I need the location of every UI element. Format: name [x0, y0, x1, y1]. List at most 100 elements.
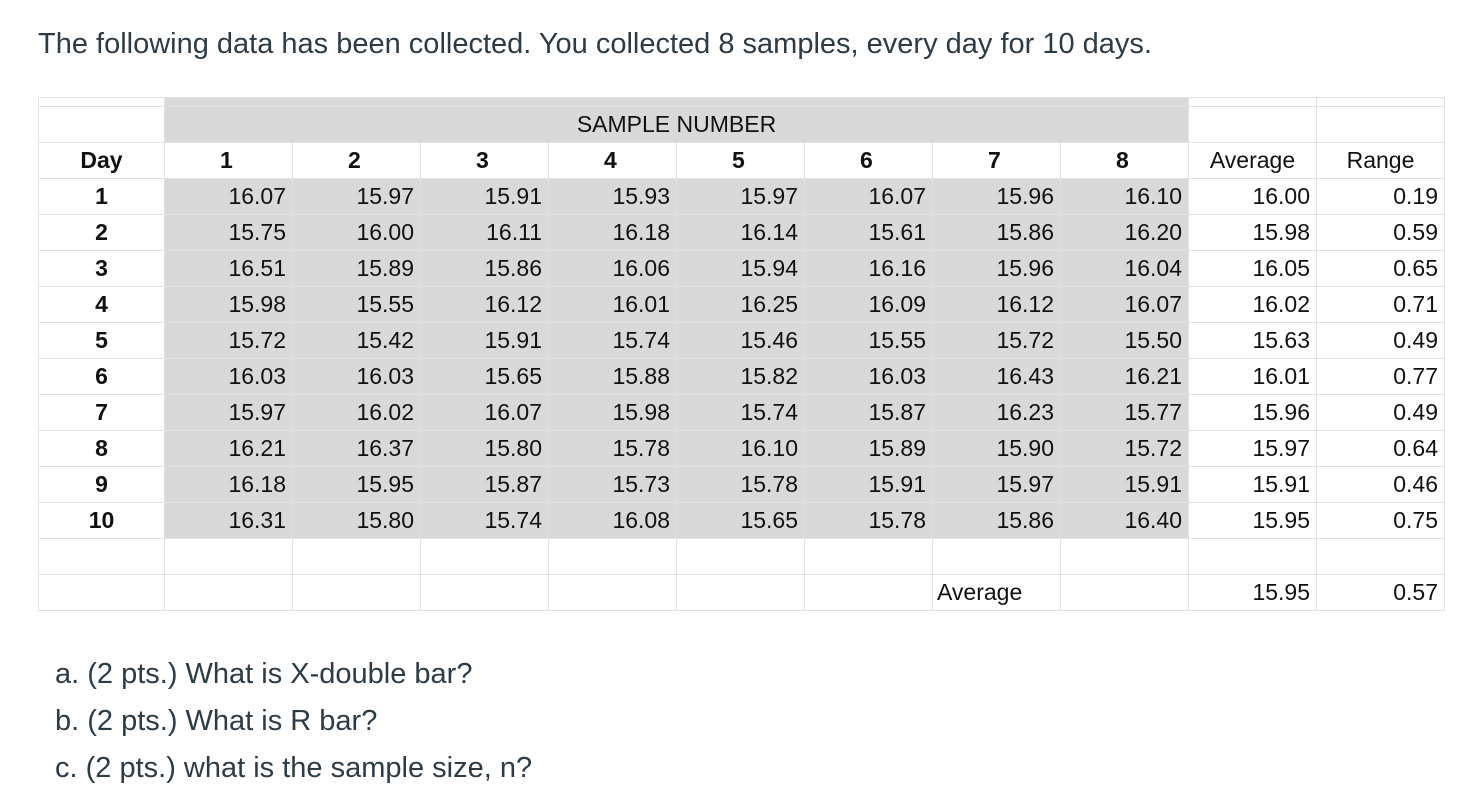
empty-cell	[804, 538, 933, 575]
sample-value-cell: 15.96	[932, 178, 1061, 215]
title-row: SAMPLE NUMBER	[38, 106, 1445, 143]
sample-value-cell: 15.42	[292, 322, 421, 359]
row-average-cell: 15.91	[1188, 466, 1317, 503]
sample-value-cell: 15.89	[804, 430, 933, 467]
sample-header: 2	[292, 142, 421, 179]
sample-value-cell: 15.93	[548, 178, 677, 215]
average-range-cell: 0.57	[1316, 574, 1445, 611]
sample-value-cell: 16.51	[164, 250, 293, 287]
day-cell: 9	[38, 466, 165, 503]
sample-value-cell: 15.98	[164, 286, 293, 323]
row-average-cell: 16.00	[1188, 178, 1317, 215]
empty-cell	[38, 106, 165, 143]
table-body: SAMPLE NUMBER Day 1 2 3 4 5 6 7 8 Averag…	[38, 97, 1445, 611]
empty-cell	[1188, 97, 1317, 107]
table-row: 6 16.03 16.03 15.65 15.88 15.82 16.03 16.43 16.2…	[38, 358, 1445, 395]
sample-value-cell: 15.74	[548, 322, 677, 359]
empty-cell	[1316, 97, 1445, 107]
empty-cell	[292, 574, 421, 611]
sample-value-cell: 15.97	[164, 394, 293, 431]
sample-value-cell: 15.88	[548, 358, 677, 395]
empty-row	[38, 538, 1445, 575]
row-range-cell: 0.71	[1316, 286, 1445, 323]
sample-table: SAMPLE NUMBER Day 1 2 3 4 5 6 7 8 Averag…	[38, 97, 1445, 611]
sample-value-cell: 15.97	[292, 178, 421, 215]
sample-value-cell: 16.43	[932, 358, 1061, 395]
sample-value-cell: 16.10	[1060, 178, 1189, 215]
sample-value-cell: 15.78	[676, 466, 805, 503]
sample-value-cell: 15.50	[1060, 322, 1189, 359]
sample-value-cell: 16.21	[164, 430, 293, 467]
day-cell: 2	[38, 214, 165, 251]
sample-value-cell: 15.65	[676, 502, 805, 539]
summary-label: Average	[932, 574, 1061, 611]
empty-cell	[420, 574, 549, 611]
sample-value-cell: 16.16	[804, 250, 933, 287]
range-header: Range	[1316, 142, 1445, 179]
row-range-cell: 0.49	[1316, 394, 1445, 431]
sample-header: 6	[804, 142, 933, 179]
sample-value-cell: 15.86	[932, 214, 1061, 251]
sample-value-cell: 16.09	[804, 286, 933, 323]
row-range-cell: 0.46	[1316, 466, 1445, 503]
sample-value-cell: 15.74	[420, 502, 549, 539]
day-cell: 4	[38, 286, 165, 323]
sample-value-cell: 15.87	[804, 394, 933, 431]
sample-value-cell: 16.12	[420, 286, 549, 323]
sample-value-cell: 15.89	[292, 250, 421, 287]
sample-value-cell: 15.77	[1060, 394, 1189, 431]
sample-value-cell: 16.04	[1060, 250, 1189, 287]
day-cell: 6	[38, 358, 165, 395]
table-row: 9 16.18 15.95 15.87 15.73 15.78 15.91 15.97 15.9…	[38, 466, 1445, 503]
sample-value-cell: 16.12	[932, 286, 1061, 323]
grand-average-cell: 15.95	[1188, 574, 1317, 611]
sample-value-cell: 15.90	[932, 430, 1061, 467]
sample-value-cell: 16.31	[164, 502, 293, 539]
question-b: b. (2 pts.) What is R bar?	[55, 705, 378, 737]
table-row: 1 16.07 15.97 15.91 15.93 15.97 16.07 15.96 16.1…	[38, 178, 1445, 215]
day-cell: 10	[38, 502, 165, 539]
empty-cell	[164, 538, 293, 575]
row-range-cell: 0.64	[1316, 430, 1445, 467]
day-cell: 7	[38, 394, 165, 431]
sample-header: 7	[932, 142, 1061, 179]
sample-value-cell: 16.14	[676, 214, 805, 251]
empty-cell	[548, 574, 677, 611]
sample-value-cell: 16.10	[676, 430, 805, 467]
sample-value-cell: 15.97	[932, 466, 1061, 503]
row-range-cell: 0.19	[1316, 178, 1445, 215]
day-cell: 8	[38, 430, 165, 467]
question-list: a. (2 pts.) What is X-double bar? b. (2 …	[55, 658, 532, 799]
sample-value-cell: 16.02	[292, 394, 421, 431]
row-average-cell: 15.98	[1188, 214, 1317, 251]
sample-value-cell: 16.03	[804, 358, 933, 395]
sample-value-cell: 15.96	[932, 250, 1061, 287]
empty-cell	[1188, 106, 1317, 143]
sample-value-cell: 16.20	[1060, 214, 1189, 251]
empty-cell	[420, 538, 549, 575]
sample-value-cell: 15.82	[676, 358, 805, 395]
sample-value-cell: 15.87	[420, 466, 549, 503]
question-a: a. (2 pts.) What is X-double bar?	[55, 658, 473, 690]
empty-cell	[804, 574, 933, 611]
row-average-cell: 16.01	[1188, 358, 1317, 395]
sample-value-cell: 15.73	[548, 466, 677, 503]
sample-header: 5	[676, 142, 805, 179]
empty-cell	[292, 538, 421, 575]
sample-value-cell: 15.91	[420, 178, 549, 215]
empty-cell	[38, 574, 165, 611]
sample-value-cell: 15.86	[932, 502, 1061, 539]
sample-value-cell: 16.01	[548, 286, 677, 323]
sample-value-cell: 15.98	[548, 394, 677, 431]
sample-value-cell: 16.23	[932, 394, 1061, 431]
table-row: 8 16.21 16.37 15.80 15.78 16.10 15.89 15.90 15.7…	[38, 430, 1445, 467]
empty-cell	[38, 538, 165, 575]
sample-value-cell: 15.91	[1060, 466, 1189, 503]
table-row: 4 15.98 15.55 16.12 16.01 16.25 16.09 16.12 16.0…	[38, 286, 1445, 323]
empty-cell	[38, 97, 165, 107]
sample-value-cell: 15.55	[804, 322, 933, 359]
empty-cell	[676, 538, 805, 575]
empty-cell	[1060, 574, 1189, 611]
sample-header: 4	[548, 142, 677, 179]
summary-row: Average 15.95 0.57	[38, 574, 1445, 611]
